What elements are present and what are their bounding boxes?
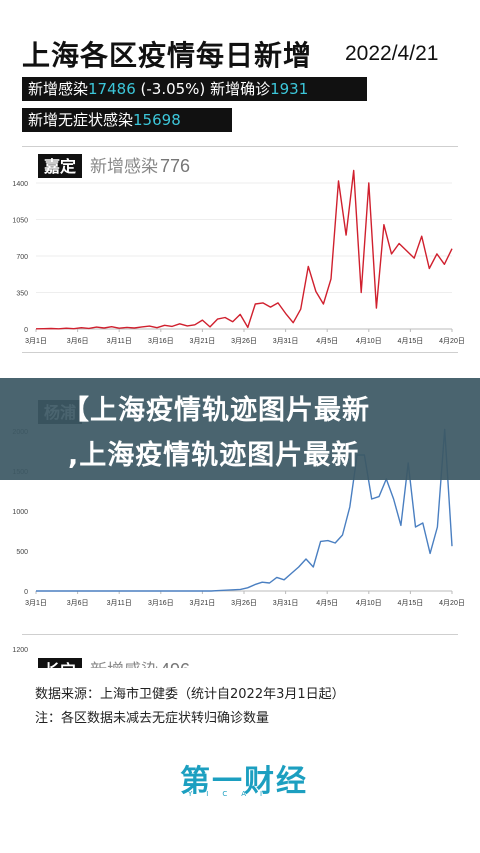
stat2-value: 1931 [270, 80, 309, 98]
x-tick-label: 3月11日 [107, 599, 132, 607]
x-tick-label: 4月15日 [398, 337, 424, 345]
y-tick-label: 1400 [12, 181, 28, 188]
x-tick-label: 3月1日 [25, 337, 47, 345]
y-tick-label: 500 [16, 549, 28, 556]
x-tick-label: 4月10日 [356, 337, 382, 345]
stat1-value: 17486 [88, 80, 136, 98]
x-tick-label: 3月6日 [67, 337, 89, 345]
headline-line-1: 【上海疫情轨迹图片最新 [62, 395, 370, 426]
y-tick-label: 700 [16, 254, 28, 261]
x-tick-label: 3月21日 [190, 599, 216, 607]
divider [22, 146, 458, 147]
stat1-change: (-3.05%) [140, 80, 206, 98]
x-tick-label: 4月20日 [439, 599, 465, 607]
x-tick-label: 4月20日 [439, 337, 465, 345]
x-tick-label: 4月5日 [316, 599, 338, 607]
stat3-label: 新增无症状感染 [28, 111, 134, 129]
latest-value: 496 [160, 660, 190, 670]
y-tick-label: 350 [16, 291, 28, 298]
logo-subtext: YICAI [188, 790, 277, 798]
x-tick-label: 4月5日 [316, 337, 338, 345]
series-line [36, 428, 453, 592]
latest-value: 776 [160, 156, 190, 176]
district-label-box [38, 154, 82, 178]
stat-bar-asymptomatic: 新增无症状感染15698 [22, 108, 232, 132]
yicai-logo: 第一财经 YICAI [180, 756, 306, 799]
x-tick-label: 3月16日 [148, 337, 174, 345]
district-label: 嘉定 [43, 157, 76, 176]
chart-changning: 长宁 新增感染496 1200 [12, 647, 190, 670]
x-tick-label: 3月11日 [107, 337, 132, 345]
stat1-label: 新增感染 [28, 80, 89, 98]
series-label: 新增感染 [90, 157, 158, 176]
data-source-note: 数据来源：上海市卫健委（统计自2022年3月1日起） [35, 687, 345, 702]
page-title: 上海各区疫情每日新增 [22, 39, 313, 72]
x-tick-label: 3月21日 [190, 337, 216, 345]
logo-text: 第一财经 [180, 764, 308, 799]
y-tick-label: 1050 [12, 218, 28, 225]
divider [22, 352, 458, 353]
x-tick-label: 3月31日 [273, 599, 299, 607]
x-tick-label: 3月26日 [231, 599, 257, 607]
headline-line-2: ,上海疫情轨迹图片最新 [68, 440, 360, 471]
y-tick-label: 1000 [12, 509, 28, 516]
x-tick-label: 3月16日 [148, 599, 174, 607]
y-tick-label: 1200 [12, 647, 28, 654]
chart-jiading: 嘉定 新增感染 776 0 350 700 1050 1400 3月1日 3月6日 3月11日 3月1… [12, 154, 465, 345]
x-tick-label: 3月6日 [67, 599, 89, 607]
report-date: 2022/4/21 [345, 42, 439, 65]
footer-panel [0, 668, 480, 853]
x-tick-label: 4月10日 [356, 599, 382, 607]
y-tick-label: 0 [24, 589, 28, 596]
district-label-box [38, 658, 82, 670]
x-tick-label: 3月1日 [25, 599, 47, 607]
stat3-value: 15698 [133, 111, 181, 129]
series-line [35, 169, 453, 330]
headline-overlay: 【上海疫情轨迹图片最新 ,上海疫情轨迹图片最新 [0, 378, 480, 480]
divider [22, 634, 458, 635]
x-tick-label: 3月31日 [273, 337, 299, 345]
footnote: 注：各区数据未减去无症状转归确诊数量 [35, 711, 270, 726]
x-tick-label: 3月26日 [231, 337, 257, 345]
x-tick-label: 4月15日 [398, 599, 424, 607]
district-label: 长宁 [44, 661, 76, 670]
stat-bar-new-infections: 新增感染17486 (-3.05%) 新增确诊1931 [22, 77, 367, 101]
stat2-label: 新增确诊 [210, 80, 271, 98]
y-tick-label: 0 [24, 327, 28, 334]
series-label: 新增感染 [90, 661, 158, 670]
